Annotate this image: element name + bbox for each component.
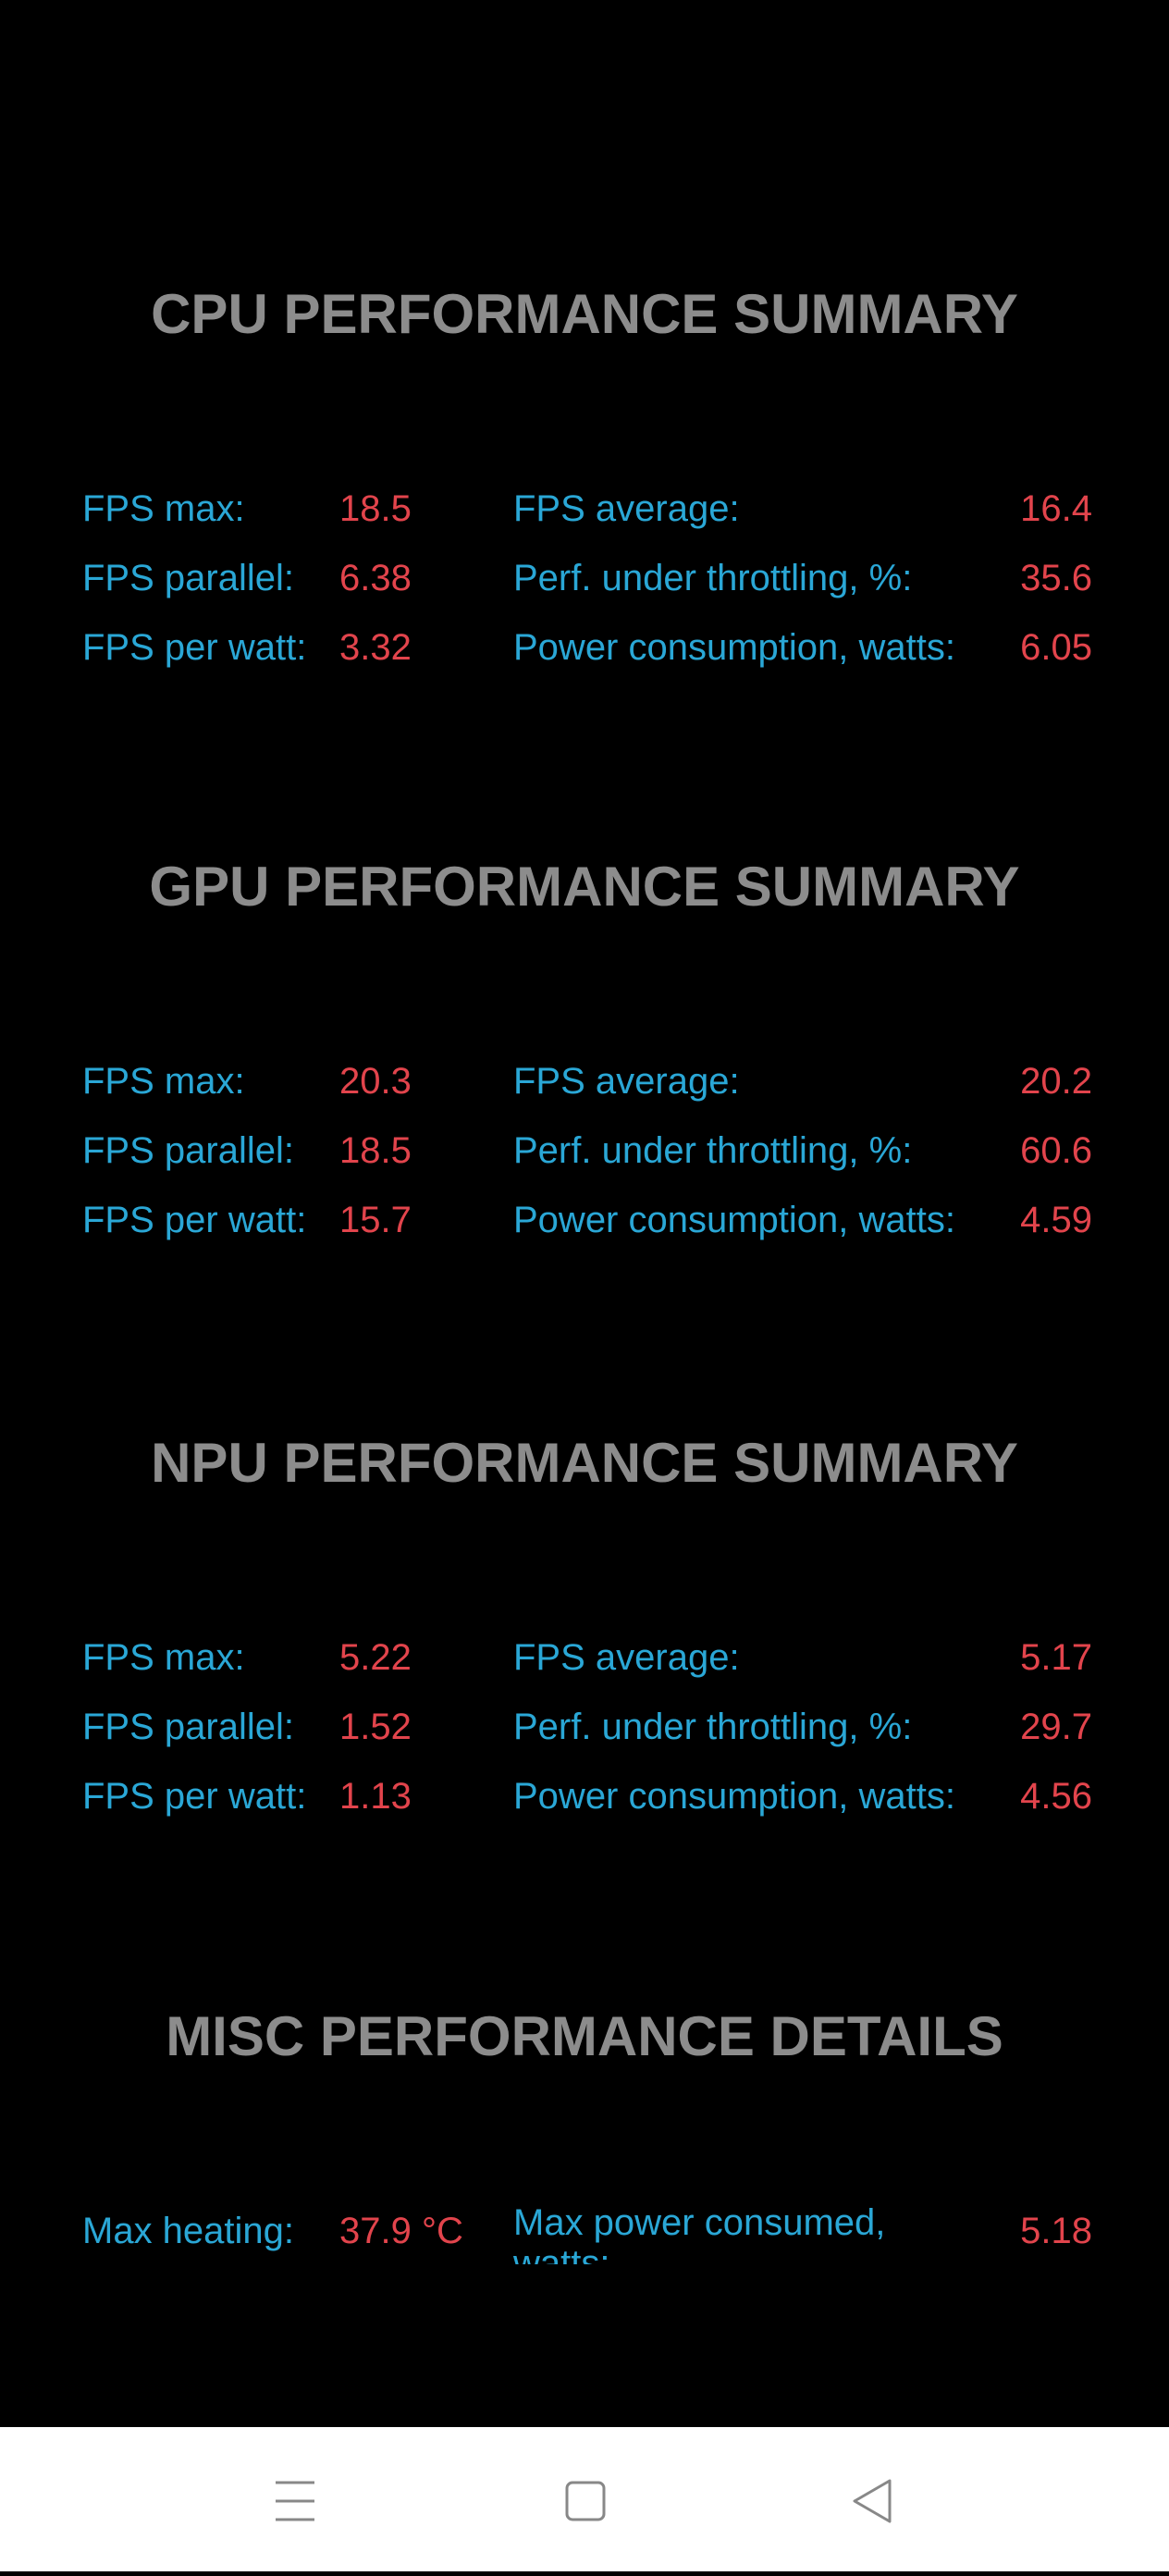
metric-label: FPS per watt:: [82, 1776, 307, 1817]
metric-value: 29.7: [1020, 1707, 1092, 1747]
metric-label: FPS max:: [82, 1061, 245, 1102]
metric-value: 15.7: [339, 1200, 412, 1240]
metric-value: 20.2: [1020, 1061, 1092, 1102]
back-button[interactable]: [853, 2479, 892, 2523]
metric-value: 60.6: [1020, 1130, 1092, 1171]
metric-label: Max power consumed, watts:: [513, 2202, 886, 2264]
metric-value: 18.5: [339, 488, 412, 529]
metric-value: 6.38: [339, 558, 412, 598]
menu-button[interactable]: [276, 2481, 314, 2521]
metric-label: Max heating:: [82, 2211, 295, 2251]
metric-label: FPS max:: [82, 488, 245, 529]
metric-label: Power consumption, watts:: [513, 627, 955, 668]
metric-value: 35.6: [1020, 558, 1092, 598]
metric-label: Power consumption, watts:: [513, 1200, 955, 1240]
metric-value: 18.5: [339, 1130, 412, 1171]
navigation-bar: [0, 2427, 1169, 2571]
section-title: GPU PERFORMANCE SUMMARY: [149, 856, 1020, 918]
metric-value: 37.9 °C: [339, 2211, 463, 2251]
metric-value: 16.4: [1020, 488, 1092, 529]
metric-label: Perf. under throttling, %:: [513, 558, 913, 598]
metric-label: FPS parallel:: [82, 1130, 294, 1171]
metric-label: Perf. under throttling, %:: [513, 1707, 913, 1747]
home-button[interactable]: [565, 2481, 606, 2521]
metric-value: 5.17: [1020, 1637, 1092, 1678]
metric-label: FPS parallel:: [82, 558, 294, 598]
metric-label: FPS average:: [513, 1061, 740, 1102]
metric-value: 4.59: [1020, 1200, 1092, 1240]
metric-label: FPS parallel:: [82, 1707, 294, 1747]
metric-label: FPS per watt:: [82, 627, 307, 668]
metric-label: Perf. under throttling, %:: [513, 1130, 913, 1171]
metric-label: FPS max:: [82, 1637, 245, 1678]
metric-label: FPS average:: [513, 1637, 740, 1678]
metric-value: 1.52: [339, 1707, 412, 1747]
metric-value: 6.05: [1020, 627, 1092, 668]
section-title: MISC PERFORMANCE DETAILS: [166, 2005, 1003, 2067]
summary-view: CPU PERFORMANCE SUMMARY FPS max: 18.5 FPS a…: [82, 283, 1092, 2264]
section-title: NPU PERFORMANCE SUMMARY: [151, 1432, 1018, 1494]
metric-value: 3.32: [339, 627, 412, 668]
metric-value: 5.22: [339, 1637, 412, 1678]
nav-icons: [276, 2479, 892, 2523]
section-title: CPU PERFORMANCE SUMMARY: [151, 283, 1018, 345]
metric-value: 4.56: [1020, 1776, 1092, 1817]
metric-label: FPS average:: [513, 488, 740, 529]
metric-value: 5.18: [1020, 2211, 1092, 2251]
metric-value: 1.13: [339, 1776, 412, 1817]
metric-label: Power consumption, watts:: [513, 1776, 955, 1817]
metric-label: FPS per watt:: [82, 1200, 307, 1240]
metric-value: 20.3: [339, 1061, 412, 1102]
